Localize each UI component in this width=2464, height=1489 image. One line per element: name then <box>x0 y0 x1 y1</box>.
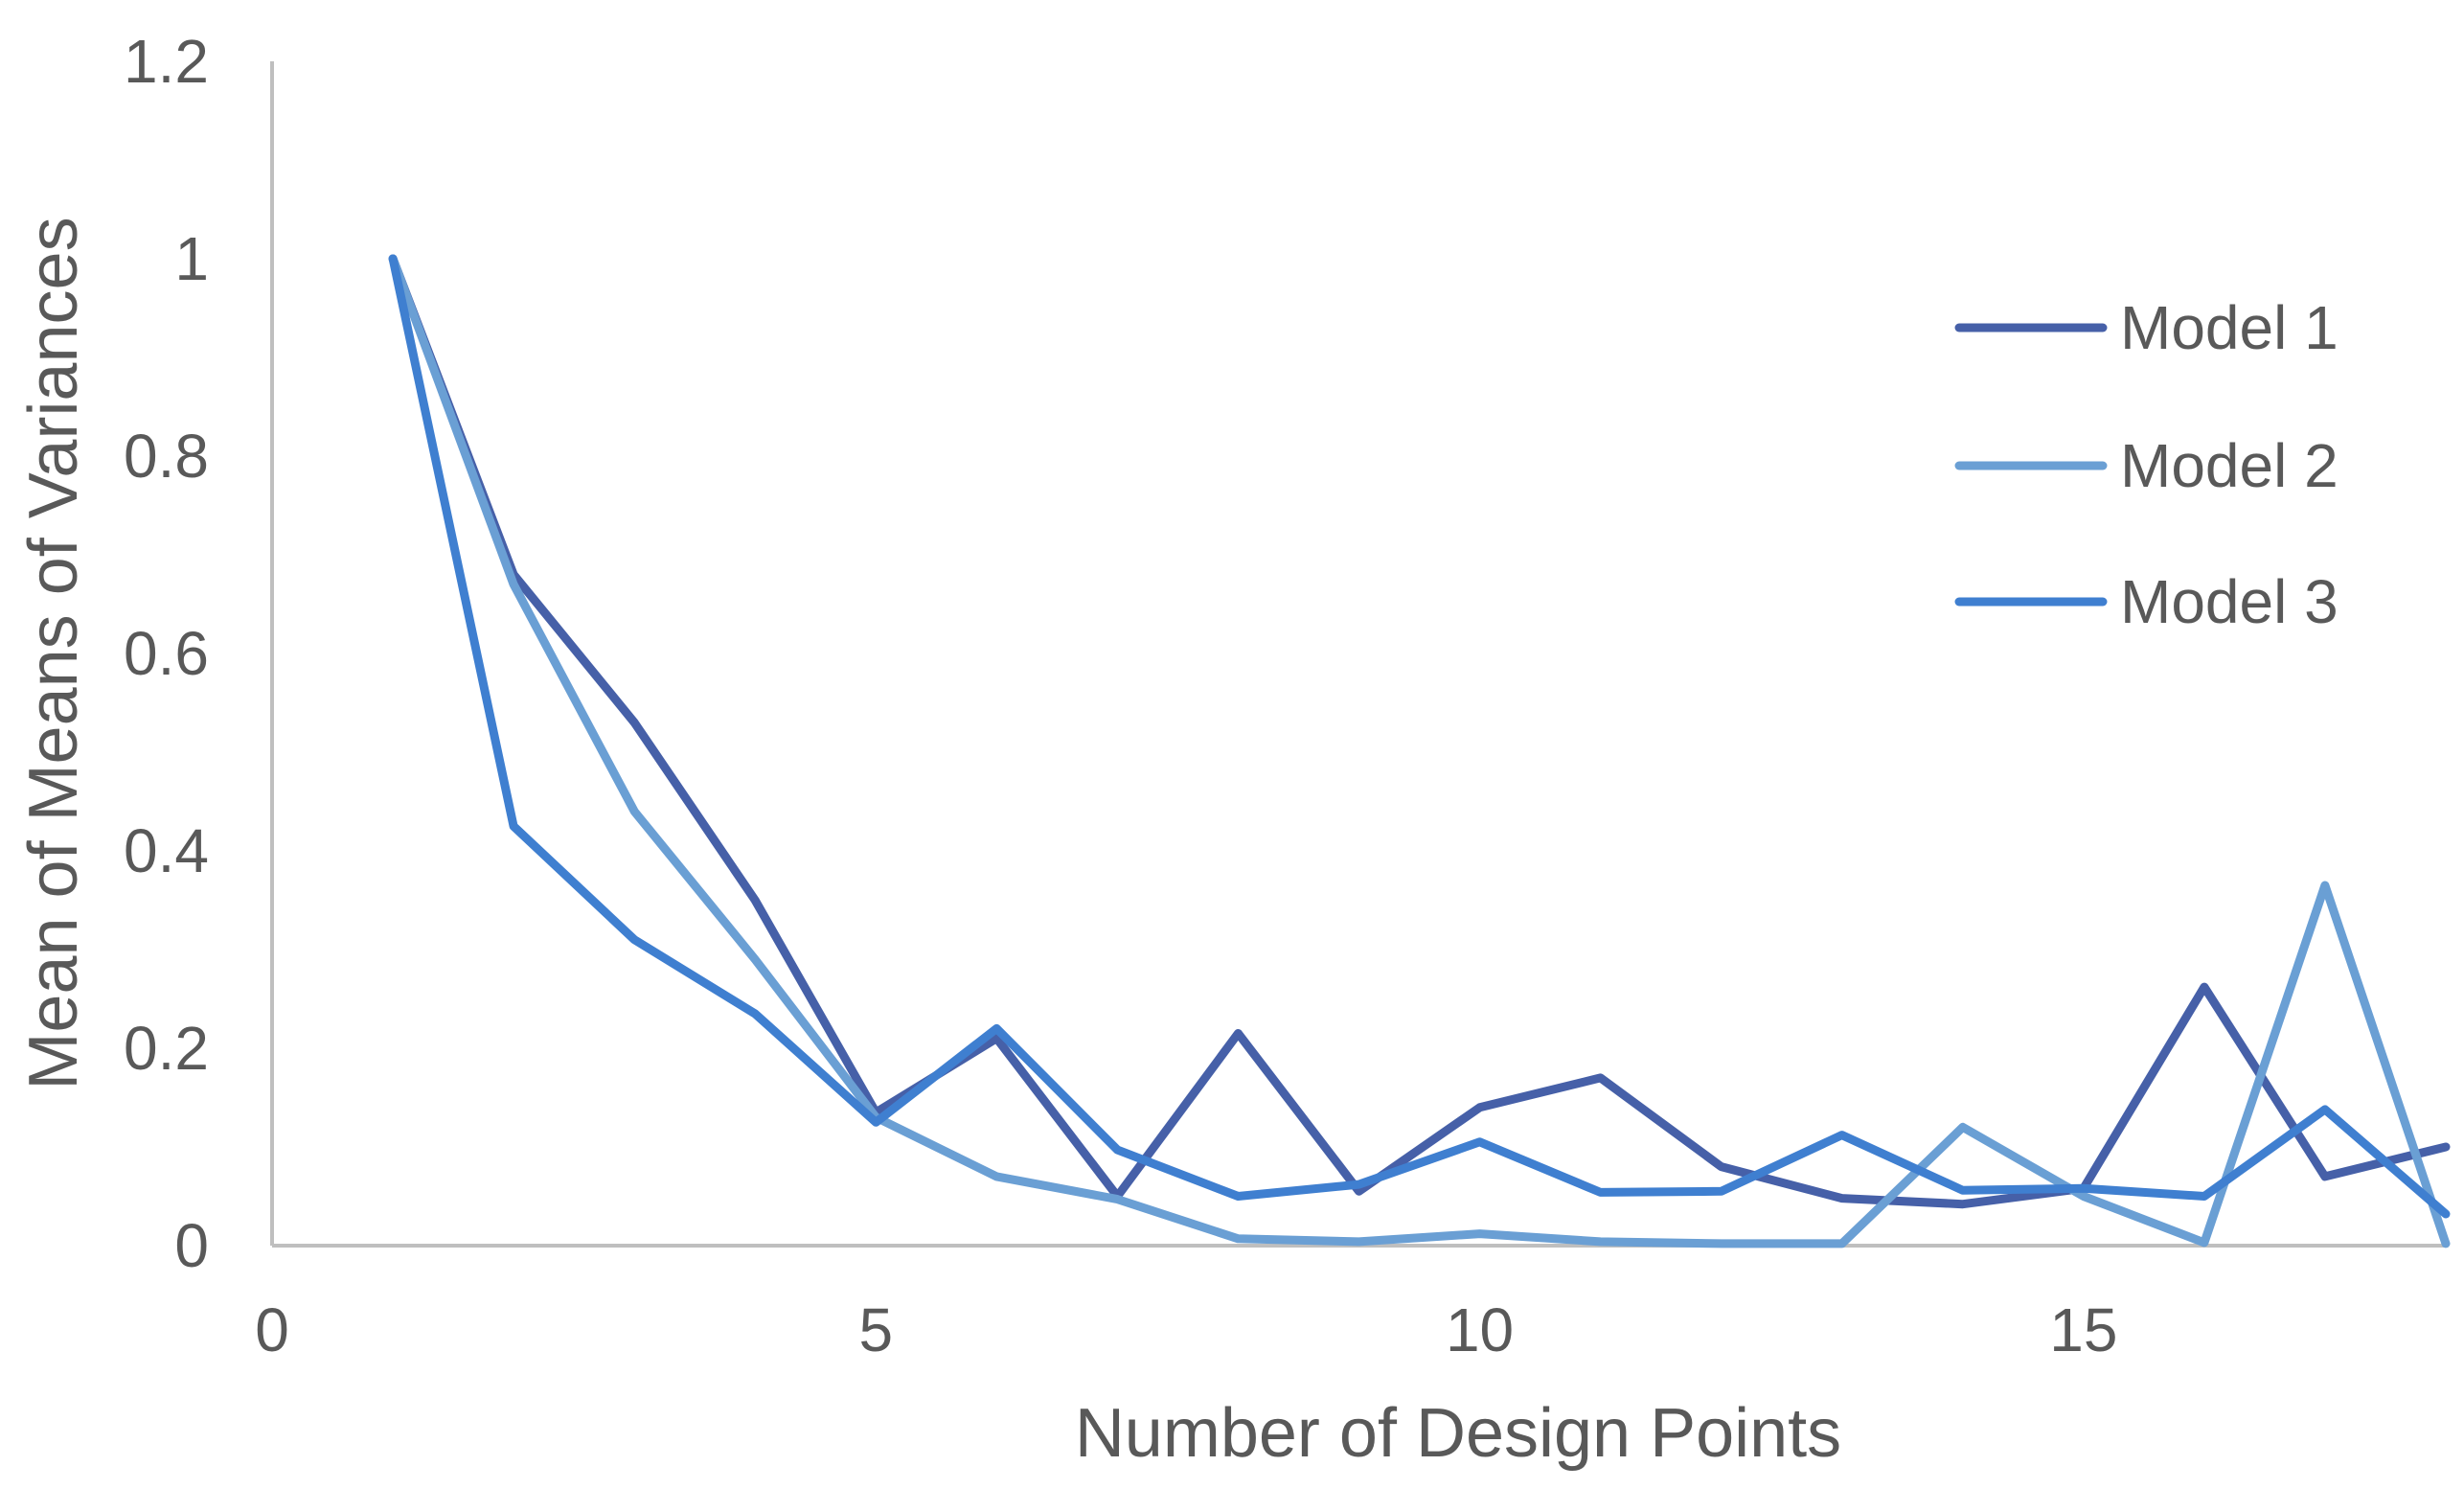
y-tick-label: 1.2 <box>124 27 209 96</box>
y-tick-label: 0.4 <box>124 816 209 885</box>
y-axis-title: Mean of Means of Variances <box>15 217 92 1089</box>
y-tick-label: 1 <box>174 224 209 293</box>
y-tick-label: 0.8 <box>124 422 209 491</box>
legend: Model 1 Model 2 Model 3 <box>1954 293 2339 636</box>
legend-label: Model 2 <box>2120 431 2339 500</box>
y-tick-label: 0.6 <box>124 619 209 688</box>
legend-item: Model 1 <box>1954 293 2339 362</box>
series-line-model-2 <box>388 254 2451 1248</box>
x-tick-label: 0 <box>255 1295 289 1364</box>
axes <box>270 61 2446 1248</box>
legend-item: Model 3 <box>1954 567 2339 636</box>
x-tick-label: 15 <box>2049 1295 2117 1364</box>
x-axis-title: Number of Design Points <box>1075 1395 1841 1472</box>
series-line-model-3 <box>388 254 2451 1219</box>
series-line-model-1 <box>388 254 2451 1209</box>
y-tick-label: 0.2 <box>124 1014 209 1083</box>
legend-item: Model 2 <box>1954 431 2339 500</box>
legend-label: Model 1 <box>2120 293 2339 362</box>
x-tick-label: 10 <box>1446 1295 1514 1364</box>
x-tick-label: 5 <box>858 1295 893 1364</box>
series-lines <box>388 254 2451 1248</box>
y-tick-labels: 0 0.2 0.4 0.6 0.8 1 1.2 <box>124 27 209 1280</box>
legend-label: Model 3 <box>2120 567 2339 636</box>
x-tick-labels: 0 5 10 15 <box>255 1295 2117 1364</box>
y-tick-label: 0 <box>174 1211 209 1280</box>
